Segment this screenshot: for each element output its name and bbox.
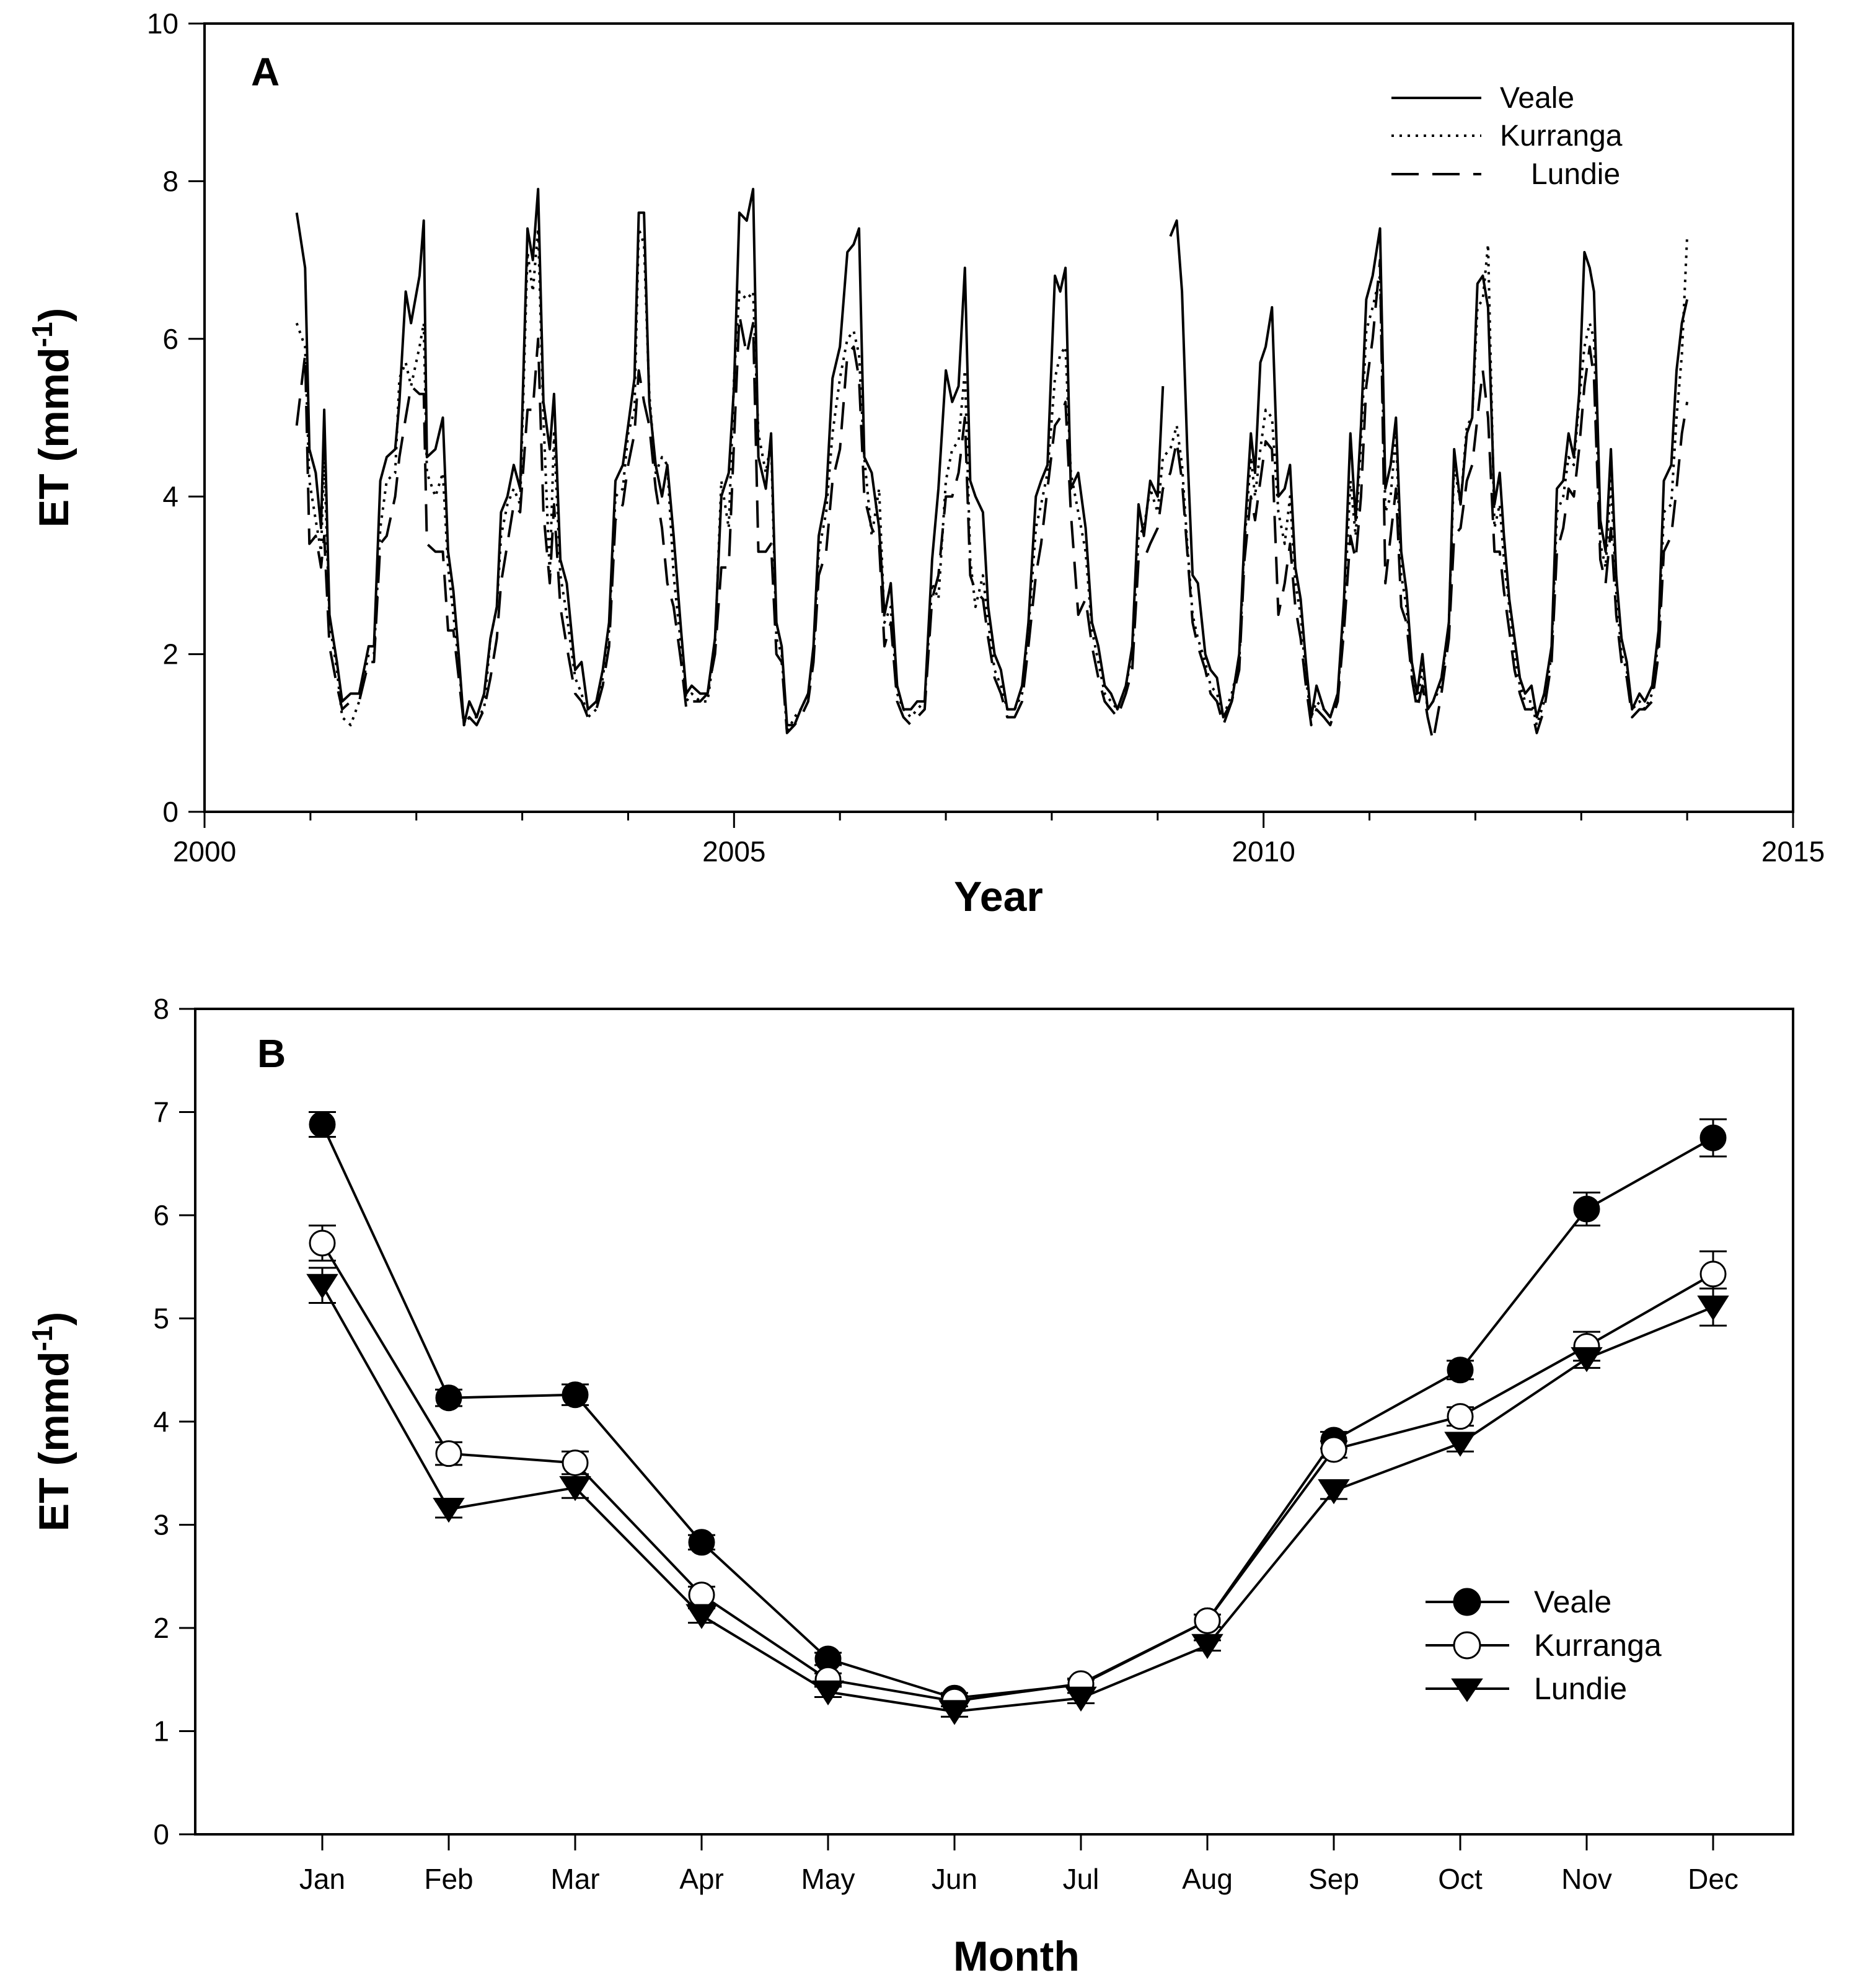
- panel-a-plot-frame: [203, 22, 1794, 813]
- panel-a-series-lundie-line: [295, 258, 1689, 742]
- panel-b-point-lundie-jul: [1065, 1686, 1097, 1712]
- panel-b-x-axis-title: Month: [953, 1933, 1080, 1980]
- panel-b-x-ticks: Jan Feb Mar Apr May Jun Jul Aug Sep Oct Nov Dec: [299, 1834, 1739, 1895]
- panel-b-series-kurranga-line: [321, 1242, 1714, 1703]
- panel-b-x-tick-label-dec: Dec: [1688, 1863, 1739, 1895]
- panel-a-chart: A 0 2 4 6 8 10 2000 2005 2010 2015 Year ET (mmd-…: [26, 7, 1825, 920]
- panel-b-x-tick-label-apr: Apr: [679, 1863, 724, 1895]
- panel-a-x-tick-label-0: 2000: [173, 835, 236, 868]
- panel-b-plot-frame: [194, 1008, 1794, 1836]
- panel-b-point-kurranga-feb: [435, 1440, 462, 1467]
- panel-b-y-ticks: 0 1 2 3 4 5 6 7 8: [153, 993, 195, 1850]
- panel-b-y-tick-label-5: 5: [153, 1303, 169, 1335]
- panel-b-x-tick-label-aug: Aug: [1182, 1863, 1233, 1895]
- panel-b-point-lundie-may: [812, 1680, 844, 1706]
- panel-a-y-axis-title-main: ET (mmd: [30, 347, 77, 527]
- panel-b-point-lundie-mar: [559, 1476, 591, 1502]
- panel-b-y-tick-label-2: 2: [153, 1612, 169, 1644]
- panel-b-point-kurranga-jan: [309, 1229, 336, 1257]
- panel-b-y-axis-title-main: ET (mmd: [30, 1351, 77, 1531]
- panel-b-series-veale-line: [321, 1124, 1714, 1700]
- panel-b-x-tick-label-jun: Jun: [932, 1863, 977, 1895]
- panel-b-x-tick-label-sep: Sep: [1308, 1863, 1359, 1895]
- panel-b-point-veale-feb: [435, 1384, 462, 1412]
- panel-a-y-ticks: 0 2 4 6 8 10: [147, 7, 205, 828]
- panel-b-y-tick-label-0: 0: [153, 1818, 169, 1850]
- panel-b-point-veale-dec: [1699, 1124, 1727, 1151]
- legend-b-veale-marker: [1453, 1588, 1481, 1616]
- legend-b-lundie-label: Lundie: [1534, 1671, 1627, 1706]
- panel-a-x-tick-label-3: 2015: [1761, 835, 1825, 868]
- panel-a-y-tick-label-1: 2: [162, 638, 179, 671]
- panel-b-point-veale-nov: [1573, 1195, 1600, 1223]
- panel-a-legend: Veale Kurranga Lundie: [1391, 82, 1623, 191]
- panel-b-point-kurranga-mar: [562, 1449, 589, 1477]
- legend-b-kurranga-label: Kurranga: [1534, 1628, 1662, 1663]
- panel-b-point-veale-apr: [688, 1529, 715, 1556]
- panel-a-y-axis-title-sup: -1: [26, 322, 58, 347]
- panel-b-y-tick-label-8: 8: [153, 993, 169, 1025]
- panel-b-x-tick-label-oct: Oct: [1438, 1863, 1483, 1895]
- panel-a-x-axis-title: Year: [954, 873, 1043, 920]
- panel-b-point-veale-oct: [1447, 1357, 1474, 1384]
- panel-a-y-tick-label-5: 10: [147, 7, 179, 40]
- panel-a-series-veale-line: [1169, 219, 1689, 719]
- panel-b-point-lundie-apr: [685, 1604, 718, 1629]
- panel-b-point-kurranga-oct: [1447, 1403, 1474, 1430]
- legend-a-lundie-label: Lundie: [1531, 158, 1620, 191]
- panel-b-y-tick-label-7: 7: [153, 1096, 169, 1128]
- panel-b-point-kurranga-dec: [1699, 1260, 1727, 1288]
- panel-b-point-kurranga-apr: [688, 1581, 715, 1609]
- panel-b-point-lundie-sep: [1318, 1479, 1350, 1505]
- panel-a-y-tick-label-0: 0: [162, 796, 179, 828]
- panel-b-point-lundie-nov: [1571, 1347, 1603, 1373]
- panel-a-y-tick-label-4: 8: [162, 165, 179, 197]
- panel-a-x-ticks: 2000 2005 2010 2015: [173, 812, 1825, 868]
- panel-b-y-axis-title: ET (mmd-1): [26, 1312, 77, 1531]
- panel-a-y-tick-label-3: 6: [162, 323, 179, 355]
- legend-b-kurranga-marker: [1453, 1631, 1481, 1660]
- panel-b-point-kurranga-sep: [1320, 1436, 1347, 1463]
- panel-a-letter: A: [251, 50, 280, 94]
- panel-b-x-tick-label-nov: Nov: [1561, 1863, 1612, 1895]
- panel-b-y-tick-label-6: 6: [153, 1199, 169, 1231]
- panel-a-y-axis-title: ET (mmd-1): [26, 308, 77, 527]
- panel-a-series: [295, 188, 1689, 742]
- panel-b-y-axis-title-sup: -1: [26, 1326, 58, 1351]
- legend-b-lundie-marker: [1451, 1678, 1483, 1702]
- panel-b-chart: B 0 1 2 3 4 5 6 7 8 Jan Feb Mar Apr May Jun Jul Aug Sep O…: [26, 993, 1794, 1980]
- panel-b-x-tick-label-may: May: [801, 1863, 855, 1895]
- panel-a-series-veale-line: [295, 188, 1165, 727]
- panel-b-x-tick-label-jul: Jul: [1063, 1863, 1100, 1895]
- panel-b-y-tick-label-1: 1: [153, 1715, 169, 1748]
- legend-a-veale-label: Veale: [1500, 82, 1574, 115]
- panel-b-x-tick-label-mar: Mar: [550, 1863, 599, 1895]
- panel-b-y-tick-label-4: 4: [153, 1405, 169, 1438]
- panel-b-point-kurranga-aug: [1194, 1607, 1221, 1634]
- panel-a-x-tick-label-2: 2010: [1232, 835, 1295, 868]
- panel-b-point-lundie-aug: [1191, 1634, 1223, 1660]
- panel-b-point-lundie-jun: [938, 1700, 971, 1725]
- panel-b-legend: Veale Kurranga Lundie: [1426, 1585, 1662, 1706]
- panel-b-point-lundie-feb: [433, 1498, 465, 1523]
- panel-b-y-axis-title-close: ): [30, 1312, 77, 1326]
- panel-b-point-veale-jan: [309, 1111, 336, 1138]
- panel-b-y-tick-label-3: 3: [153, 1509, 169, 1541]
- legend-b-veale-label: Veale: [1534, 1585, 1611, 1619]
- panel-b-x-tick-label-feb: Feb: [424, 1863, 473, 1895]
- legend-a-kurranga-label: Kurranga: [1500, 120, 1623, 152]
- panel-a-y-axis-title-close: ): [30, 308, 77, 322]
- panel-b-series: [306, 1111, 1729, 1725]
- panel-b-point-veale-mar: [562, 1381, 589, 1409]
- panel-b-x-tick-label-jan: Jan: [299, 1863, 345, 1895]
- panel-b-point-lundie-oct: [1444, 1432, 1476, 1457]
- panel-a-y-tick-label-2: 4: [162, 480, 179, 512]
- panel-b-series-lundie-line: [321, 1285, 1714, 1713]
- panel-b-point-lundie-jan: [306, 1273, 338, 1300]
- panel-a-x-tick-label-1: 2005: [702, 835, 765, 868]
- panel-b-point-lundie-dec: [1697, 1295, 1729, 1321]
- panel-b-letter: B: [257, 1031, 286, 1076]
